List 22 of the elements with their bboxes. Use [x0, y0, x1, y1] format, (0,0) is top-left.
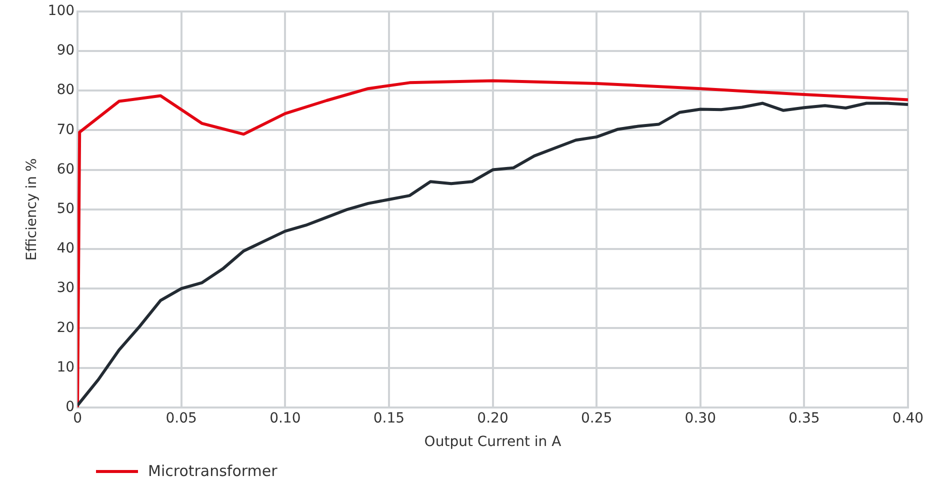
y-tick-label: 90	[56, 42, 75, 59]
y-tick-label: 0	[66, 399, 75, 416]
y-tick-label: 70	[56, 122, 75, 138]
y-axis-title: Efficiency in %	[24, 158, 40, 261]
x-tick-label: 0.25	[580, 410, 612, 426]
x-tick-label: 0.10	[270, 410, 301, 426]
y-tick-label: 40	[56, 240, 75, 257]
y-tick-label: 60	[56, 161, 75, 178]
y-tick-label: 50	[56, 201, 75, 218]
y-tick-label: 10	[56, 359, 75, 376]
x-tick-label: 0.40	[892, 410, 924, 426]
legend-label: Microtransformer	[148, 462, 278, 480]
x-axis-title: Output Current in A	[424, 434, 562, 450]
y-tick-label: 20	[56, 320, 75, 336]
x-tick-label: 0.15	[373, 410, 405, 426]
x-tick-label: 0.35	[788, 410, 820, 426]
y-tick-label: 100	[48, 3, 75, 20]
x-tick-label: 0.20	[477, 410, 508, 426]
y-tick-label: 80	[56, 82, 75, 98]
x-tick-label: 0.30	[684, 410, 716, 426]
x-tick-label: 0.05	[166, 410, 197, 426]
y-tick-label: 30	[56, 280, 75, 296]
